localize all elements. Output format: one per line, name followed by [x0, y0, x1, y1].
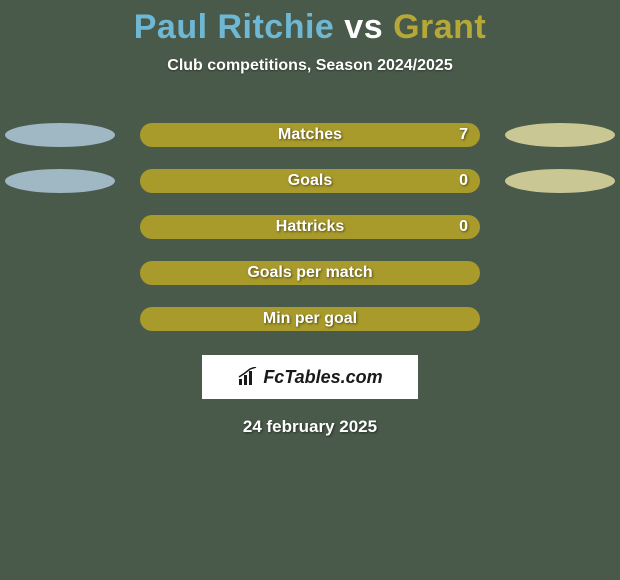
- page-title: Paul Ritchie vs Grant: [0, 0, 620, 47]
- stat-label: Goals per match: [247, 264, 372, 282]
- stat-bar: Goals per match: [140, 261, 480, 285]
- player2-name: Grant: [393, 8, 486, 46]
- stat-row: Goals per match: [0, 261, 620, 285]
- stat-label: Hattricks: [276, 218, 344, 236]
- date-text: 24 february 2025: [0, 417, 620, 437]
- stat-value-right: 0: [459, 172, 468, 190]
- stat-bar: Min per goal: [140, 307, 480, 331]
- player2-ellipse: [505, 169, 615, 193]
- player1-name: Paul Ritchie: [134, 8, 335, 46]
- vs-text: vs: [344, 8, 383, 46]
- stat-label: Matches: [278, 126, 342, 144]
- stats-container: Matches 7 Goals 0 Hattricks 0 Goals per match M…: [0, 123, 620, 331]
- player1-ellipse: [5, 169, 115, 193]
- stat-row: Matches 7: [0, 123, 620, 147]
- stat-bar: Matches 7: [140, 123, 480, 147]
- stat-bar: Hattricks 0: [140, 215, 480, 239]
- stat-row: Goals 0: [0, 169, 620, 193]
- chart-icon: [237, 367, 259, 387]
- stat-bar: Goals 0: [140, 169, 480, 193]
- logo-text: FcTables.com: [263, 367, 382, 388]
- stat-row: Min per goal: [0, 307, 620, 331]
- subtitle: Club competitions, Season 2024/2025: [0, 57, 620, 75]
- stat-value-right: 0: [459, 218, 468, 236]
- stat-label: Goals: [288, 172, 332, 190]
- player2-ellipse: [505, 123, 615, 147]
- logo-box: FcTables.com: [202, 355, 418, 399]
- stat-row: Hattricks 0: [0, 215, 620, 239]
- stat-value-right: 7: [459, 126, 468, 144]
- player1-ellipse: [5, 123, 115, 147]
- stat-label: Min per goal: [263, 310, 357, 328]
